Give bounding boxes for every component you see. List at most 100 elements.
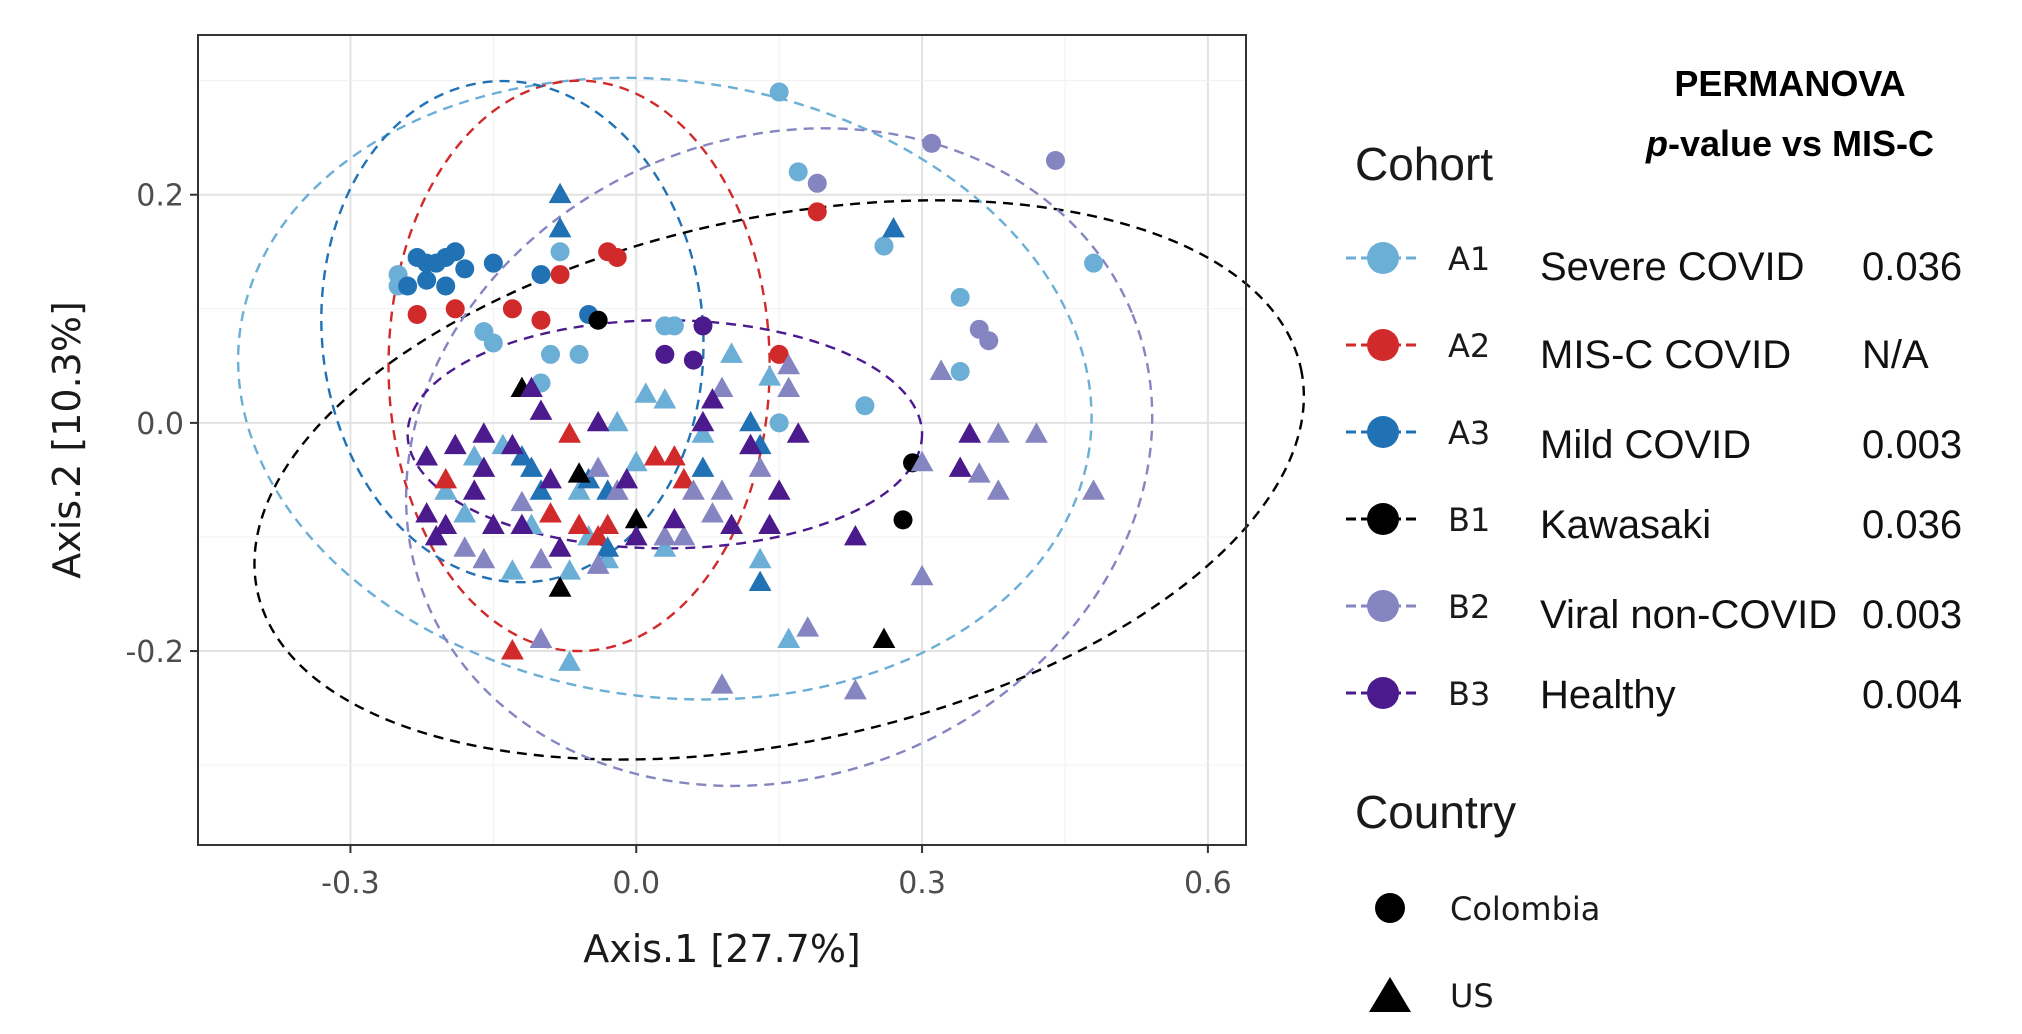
legend-cohort-label-A3: A3 [1448,414,1490,452]
x-tick-label-1: 0.0 [612,866,660,901]
point-A3-12 [548,182,572,204]
point-B3-29 [462,479,486,500]
legend-cohort-dot-B3 [1367,677,1399,709]
point-A3-18 [510,445,534,466]
point-B3-3 [529,399,553,420]
ellipse-A3 [320,79,705,584]
permanova-row-group-1: MIS-C COVID [1540,333,1791,377]
x-tick-label-0: -0.3 [321,866,380,901]
point-B2-19 [910,564,934,586]
y-axis-title: Axis.2 [10.3%] [45,301,89,579]
permanova-row-group-2: Mild COVID [1540,423,1751,467]
point-A2-16 [586,524,610,546]
point-A2-8 [769,344,789,364]
point-A3-9 [531,265,551,285]
point-B3-13 [472,456,496,477]
point-A1-10 [541,344,561,364]
point-B2-9 [1025,422,1048,443]
point-A2-17 [501,639,524,660]
point-A1-26 [624,450,648,472]
point-A1-27 [567,479,591,500]
point-B3-17 [767,479,791,500]
point-B2-26 [653,524,677,546]
point-B3-22 [510,513,534,534]
legend-cohort-label-B1: B1 [1448,501,1490,539]
point-B3-1 [683,350,703,370]
point-A1-34 [558,559,581,580]
y-tick-label-2: 0.2 [136,179,184,214]
point-B1-0 [588,310,608,330]
point-B2-12 [986,479,1010,500]
point-A1-0 [769,82,789,102]
point-B2-4 [979,331,999,351]
permanova-row-group-0: Severe COVID [1540,245,1805,289]
ellipse-A1 [236,76,1093,701]
point-A3-19 [577,467,601,489]
legend-cohort-label-B3: B3 [1448,675,1490,713]
x-axis-title: Axis.1 [27.7%] [583,927,861,971]
point-B2-14 [682,479,705,500]
point-A2-6 [502,299,522,319]
point-B2-29 [710,673,734,694]
point-B3-8 [786,422,810,443]
point-B2-8 [929,359,953,380]
point-B2-0 [922,133,942,153]
point-A2-14 [567,513,591,534]
point-A1-2 [1084,253,1104,273]
point-B3-21 [948,456,972,477]
point-A1-17 [769,413,789,433]
point-A2-7 [531,310,551,330]
point-B3-9 [701,388,724,409]
point-A3-7 [455,259,475,279]
point-A1-21 [605,410,629,432]
point-A3-15 [739,410,762,432]
point-A3-4 [445,242,465,262]
point-A2-15 [596,513,620,534]
data-points [388,82,1105,700]
point-B3-6 [691,410,715,432]
legend-cohort-title: Cohort [1355,138,1493,190]
legend-country-title: Country [1355,786,1516,838]
legend-cohort-label-A1: A1 [1448,240,1490,278]
legend-country-label-0: Colombia [1450,890,1600,928]
point-B2-5 [710,376,734,398]
point-A1-20 [720,342,743,363]
panel-background [198,35,1246,845]
legend-cohort-dot-A1 [1367,242,1399,274]
point-B3-27 [662,507,686,529]
permanova-subtitle: p-value vs MIS-C [1645,123,1934,164]
point-B3-16 [615,467,639,489]
point-B3-4 [520,376,543,398]
point-B2-22 [529,547,553,569]
point-A1-9 [483,333,503,353]
permanova-subtitle-rest: -value vs MIS-C [1668,123,1934,164]
point-A1-37 [748,547,772,569]
point-A2-11 [672,467,696,489]
point-B3-31 [434,513,458,534]
point-B3-23 [481,513,505,534]
point-B2-33 [586,553,610,574]
point-A1-24 [462,445,486,466]
permanova-row-value-4: 0.003 [1862,593,1962,637]
point-A2-0 [807,202,827,222]
point-A2-5 [445,299,465,319]
point-B2-17 [748,456,772,477]
legend-cohort-dot-B1 [1367,503,1399,535]
point-B2-30 [843,678,867,700]
point-A3-8 [483,253,503,273]
ellipse-B1 [253,199,1306,761]
point-B3-11 [443,433,467,455]
x-tick-label-2: 0.3 [898,866,946,901]
permanova-row-group-5: Healthy [1540,673,1676,717]
point-A1-16 [855,396,875,416]
point-A1-33 [501,559,524,580]
point-A3-23 [596,536,620,557]
point-B3-30 [415,502,439,523]
legend-country-label-1: US [1450,977,1494,1015]
y-tick-label-0: -0.2 [125,635,184,670]
point-B3-15 [539,467,562,489]
point-B3-5 [586,410,610,432]
point-A2-2 [598,242,618,262]
point-A3-10 [398,276,418,296]
